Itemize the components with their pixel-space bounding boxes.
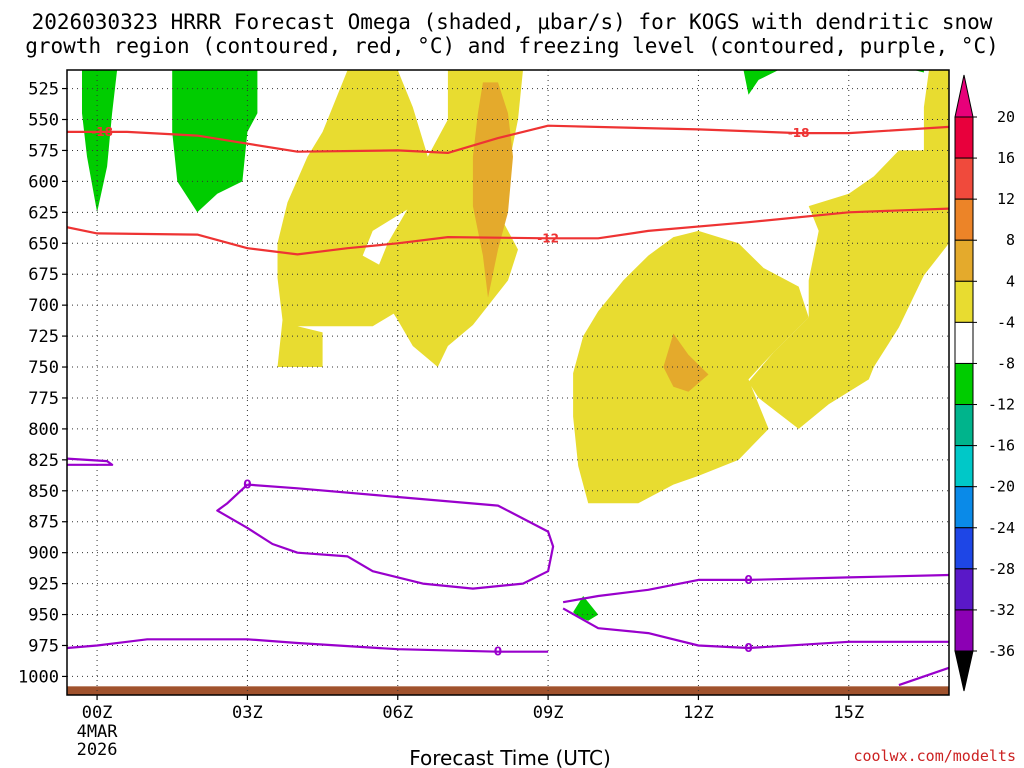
colorbar-segment [954, 609, 974, 652]
x-tick-label: 15Z [833, 703, 864, 723]
y-tick-label: 900 [28, 544, 59, 564]
y-tick-label: 650 [28, 234, 59, 254]
chart-title-line2: growth region (contoured, red, °C) and f… [25, 34, 999, 58]
y-tick-label: 850 [28, 482, 59, 502]
contour-label: 0 [243, 478, 251, 492]
chart-title-line1: 2026030323 HRRR Forecast Omega (shaded, … [32, 10, 993, 34]
x-tick-sublabel: 4MAR [77, 722, 119, 742]
colorbar-segment [954, 116, 974, 159]
colorbar-tick-label: -4 [997, 313, 1015, 331]
plot-area: -18 -18 -12 0 0 0 0 525 550 575 600 625 650 675 700 725… [18, 69, 950, 760]
terrain-strip [67, 686, 949, 695]
contour-label: -12 [537, 231, 559, 245]
omega-region-positive [748, 70, 949, 429]
y-tick-label: 550 [28, 111, 59, 131]
colorbar-tick-label: -20 [988, 478, 1015, 496]
y-tick-label: 950 [28, 606, 59, 626]
colorbar-tick-label: -12 [988, 396, 1015, 414]
colorbar-tick-label: -24 [988, 519, 1015, 537]
credit-text: coolwx.com/modelts [853, 747, 1016, 765]
colorbar-tick-label: -28 [988, 560, 1015, 578]
y-tick-label: 575 [28, 141, 59, 161]
colorbar-segment [954, 239, 974, 282]
colorbar-tick-label: -8 [997, 354, 1015, 372]
contour-label: 0 [494, 645, 502, 659]
colorbar-tick-label: 4 [1006, 272, 1015, 290]
x-axis-label: Forecast Time (UTC) [409, 746, 611, 768]
freezing-level-contour [216, 483, 555, 590]
omega-region-negative [172, 70, 258, 213]
colorbar-tick-label: -32 [988, 601, 1015, 619]
colorbar-top-arrow [954, 74, 974, 118]
freezing-level-contour [67, 457, 114, 466]
freezing-level-contour [562, 607, 949, 650]
x-tick-label: 06Z [382, 703, 413, 723]
contour-label: -18 [91, 125, 113, 139]
x-tick-label: 09Z [533, 703, 564, 723]
y-tick-label: 775 [28, 389, 59, 409]
colorbar-tick-label: 20 [997, 108, 1015, 126]
y-tick-label: 625 [28, 203, 59, 223]
colorbar-tick-label: 8 [1006, 231, 1015, 249]
y-tick-label: 975 [28, 636, 59, 656]
omega-region-negative [82, 70, 118, 213]
colorbar-segment [954, 486, 974, 529]
colorbar-segment [954, 527, 974, 570]
y-tick-label: 800 [28, 420, 59, 440]
omega-region-moderate [663, 333, 709, 392]
omega-region-negative [573, 596, 599, 621]
colorbar-segment [954, 157, 974, 200]
contour-label: 0 [744, 573, 752, 587]
colorbar: 20 16 12 8 4 -4 -8 -12 -16 -20 -24 -28 -32 -36 [954, 74, 1015, 692]
x-tick-label: 03Z [232, 703, 263, 723]
colorbar-tick-label: -16 [988, 437, 1015, 455]
y-tick-label: 1000 [18, 667, 59, 687]
freezing-level-contour [898, 666, 949, 687]
colorbar-segment [954, 321, 974, 364]
x-tick-label: 12Z [683, 703, 714, 723]
freezing-level-contour [562, 573, 949, 604]
colorbar-segment [954, 280, 974, 323]
colorbar-tick-label: 12 [997, 190, 1015, 208]
colorbar-segment [954, 362, 974, 406]
colorbar-bottom-arrow [954, 650, 974, 692]
y-tick-label: 600 [28, 172, 59, 192]
colorbar-segment [954, 445, 974, 488]
contour-label: -18 [788, 126, 810, 140]
plot-content: -18 -18 -12 0 0 0 0 [67, 70, 949, 695]
y-tick-label: 675 [28, 265, 59, 285]
y-tick-label: 750 [28, 358, 59, 378]
colorbar-segment [954, 568, 974, 611]
plot-frame [66, 69, 950, 696]
colorbar-tick-label: -36 [988, 642, 1015, 660]
y-tick-label: 700 [28, 296, 59, 316]
y-tick-label: 875 [28, 513, 59, 533]
y-tick-label: 825 [28, 451, 59, 471]
x-tick-label: 00Z [82, 703, 113, 723]
y-tick-label: 525 [28, 80, 59, 100]
colorbar-segment [954, 198, 974, 241]
y-tick-label: 925 [28, 575, 59, 595]
colorbar-segment [954, 404, 974, 447]
contour-label: 0 [744, 641, 752, 655]
x-tick-sublabel: 2026 [77, 740, 118, 760]
freezing-level-contour [67, 638, 549, 653]
colorbar-tick-label: 16 [997, 149, 1015, 167]
dgz-bottom-contour [67, 207, 949, 256]
dgz-top-contour [67, 124, 949, 154]
omega-region-negative [743, 70, 779, 95]
y-tick-label: 725 [28, 327, 59, 347]
